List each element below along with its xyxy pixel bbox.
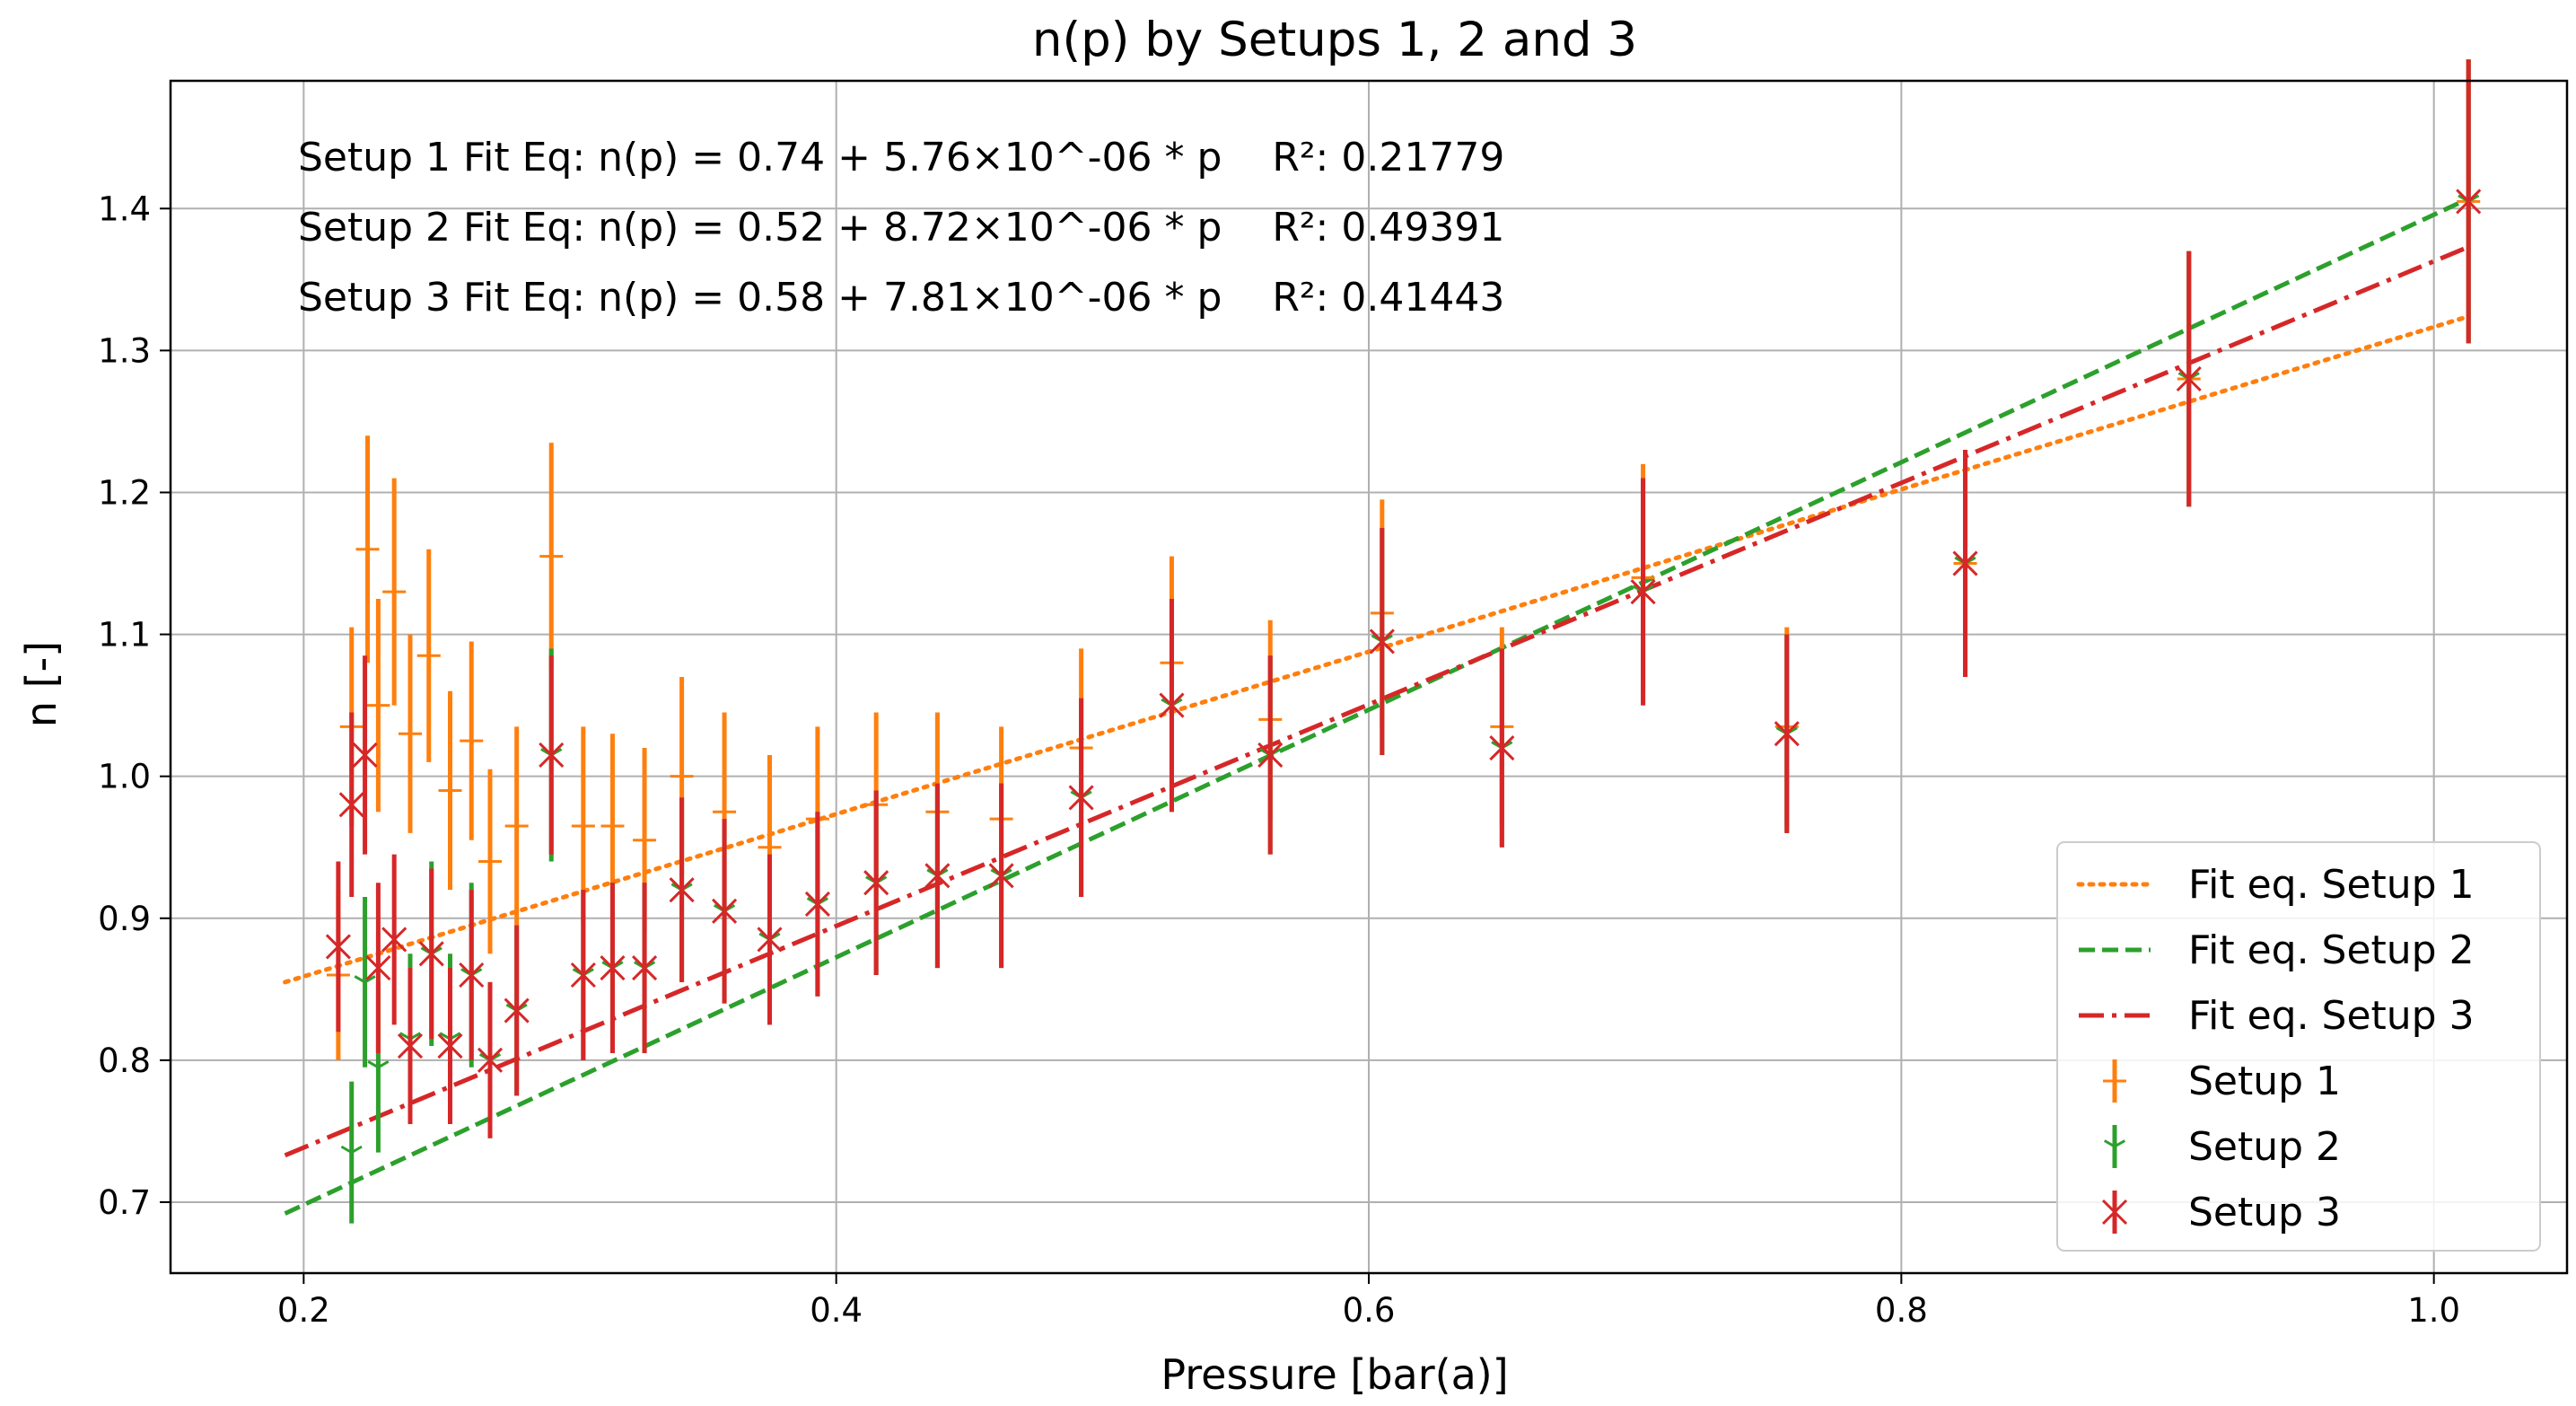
data-point xyxy=(478,849,502,874)
data-point xyxy=(437,1033,463,1059)
y-tick-label: 1.2 xyxy=(98,473,151,512)
data-point xyxy=(1630,579,1656,605)
data-point xyxy=(416,644,441,668)
fit-annotations: Setup 1 Fit Eq: n(p) = 0.74 + 5.76×10^-0… xyxy=(298,135,1504,321)
legend-handle-marker xyxy=(2103,1139,2126,1158)
y-axis-label: n [-] xyxy=(17,641,66,727)
y-tick-label: 1.4 xyxy=(98,189,151,228)
data-point xyxy=(381,927,407,953)
data-point xyxy=(863,870,889,896)
legend: Fit eq. Setup 1 Fit eq. Setup 2 Fit eq. Se… xyxy=(2056,841,2541,1252)
y-tick-label: 1.3 xyxy=(98,331,151,370)
data-point xyxy=(632,955,658,981)
data-point xyxy=(365,955,391,981)
data-point xyxy=(352,742,378,769)
data-point xyxy=(367,1059,390,1079)
data-point xyxy=(338,792,364,818)
data-point xyxy=(633,828,657,852)
fit-lines xyxy=(283,196,2471,1216)
fit-annotation-setup-2: Setup 2 Fit Eq: n(p) = 0.52 + 8.72×10^-0… xyxy=(298,205,1504,250)
data-point xyxy=(366,693,390,717)
data-point xyxy=(1369,628,1395,655)
fit-annotation-setup-3: Setup 3 Fit Eq: n(p) = 0.58 + 7.81×10^-0… xyxy=(298,275,1504,321)
y-tick-label: 0.7 xyxy=(98,1183,151,1222)
data-point xyxy=(570,962,596,989)
data-point xyxy=(1159,692,1185,718)
data-point xyxy=(399,722,422,746)
data-point xyxy=(1952,550,1978,576)
data-point xyxy=(712,898,738,924)
data-point xyxy=(757,927,783,953)
data-point xyxy=(477,1047,504,1073)
data-point xyxy=(988,863,1014,889)
data-point xyxy=(1774,721,1800,747)
data-point xyxy=(504,997,530,1024)
y-tick-label: 1.0 xyxy=(98,758,151,796)
x-tick-label: 1.0 xyxy=(2407,1291,2460,1330)
data-point xyxy=(600,814,625,838)
data-point xyxy=(354,975,376,994)
fit-line-setup-3 xyxy=(284,244,2470,1158)
x-tick-label: 0.4 xyxy=(810,1291,863,1330)
chart-title: n(p) by Setups 1, 2 and 3 xyxy=(1032,13,1637,67)
data-point xyxy=(325,934,351,960)
data-point xyxy=(459,962,485,989)
y-tick-label: 0.9 xyxy=(98,900,151,938)
x-tick-label: 0.8 xyxy=(1875,1291,1928,1330)
legend-box xyxy=(2056,841,2541,1252)
x-tick-label: 0.6 xyxy=(1343,1291,1396,1330)
x-tick-label: 0.2 xyxy=(277,1291,330,1330)
y-tick-label: 1.1 xyxy=(98,616,151,655)
data-point xyxy=(571,814,595,838)
data-point xyxy=(1257,742,1284,769)
data-point xyxy=(1068,785,1094,811)
data-point xyxy=(1489,734,1515,761)
data-point xyxy=(397,1033,424,1059)
data-point xyxy=(669,877,695,903)
legend-handle-marker xyxy=(2101,1199,2128,1226)
data-point xyxy=(438,778,462,803)
fit-line-setup-2 xyxy=(284,196,2470,1216)
data-point xyxy=(2456,189,2482,215)
data-point xyxy=(539,742,565,769)
fit-line-setup-1 xyxy=(283,313,2471,985)
legend-label: Setup 1 xyxy=(2188,1059,2341,1104)
legend-label: Setup 3 xyxy=(2188,1190,2341,1235)
data-point xyxy=(670,764,694,788)
series-setup-3 xyxy=(325,59,2482,1138)
data-point xyxy=(418,941,444,967)
y-tick-label: 0.8 xyxy=(98,1041,151,1080)
data-series xyxy=(325,59,2482,1224)
x-axis-label: Pressure [bar(a)] xyxy=(1161,1350,1508,1399)
legend-handle-marker xyxy=(2103,1069,2126,1093)
data-point xyxy=(382,580,407,604)
data-point xyxy=(355,537,380,561)
data-point xyxy=(340,1145,363,1164)
legend-label: Fit eq. Setup 1 xyxy=(2188,862,2475,908)
legend-label: Setup 2 xyxy=(2188,1124,2341,1170)
axis-ticks: 0.2 0.4 0.6 0.8 1.0 0.7 0.8 0.9 1.0 1.1 1.2 1.3 1.4 xyxy=(98,189,2460,1330)
data-point xyxy=(600,955,626,981)
data-point xyxy=(504,814,529,838)
legend-label: Fit eq. Setup 3 xyxy=(2188,993,2475,1039)
data-point xyxy=(804,891,830,918)
legend-label: Fit eq. Setup 2 xyxy=(2188,927,2475,973)
data-point xyxy=(924,863,951,889)
fit-annotation-setup-1: Setup 1 Fit Eq: n(p) = 0.74 + 5.76×10^-0… xyxy=(298,135,1504,180)
data-point xyxy=(2176,365,2202,392)
data-point xyxy=(539,544,564,568)
data-point xyxy=(460,729,484,753)
